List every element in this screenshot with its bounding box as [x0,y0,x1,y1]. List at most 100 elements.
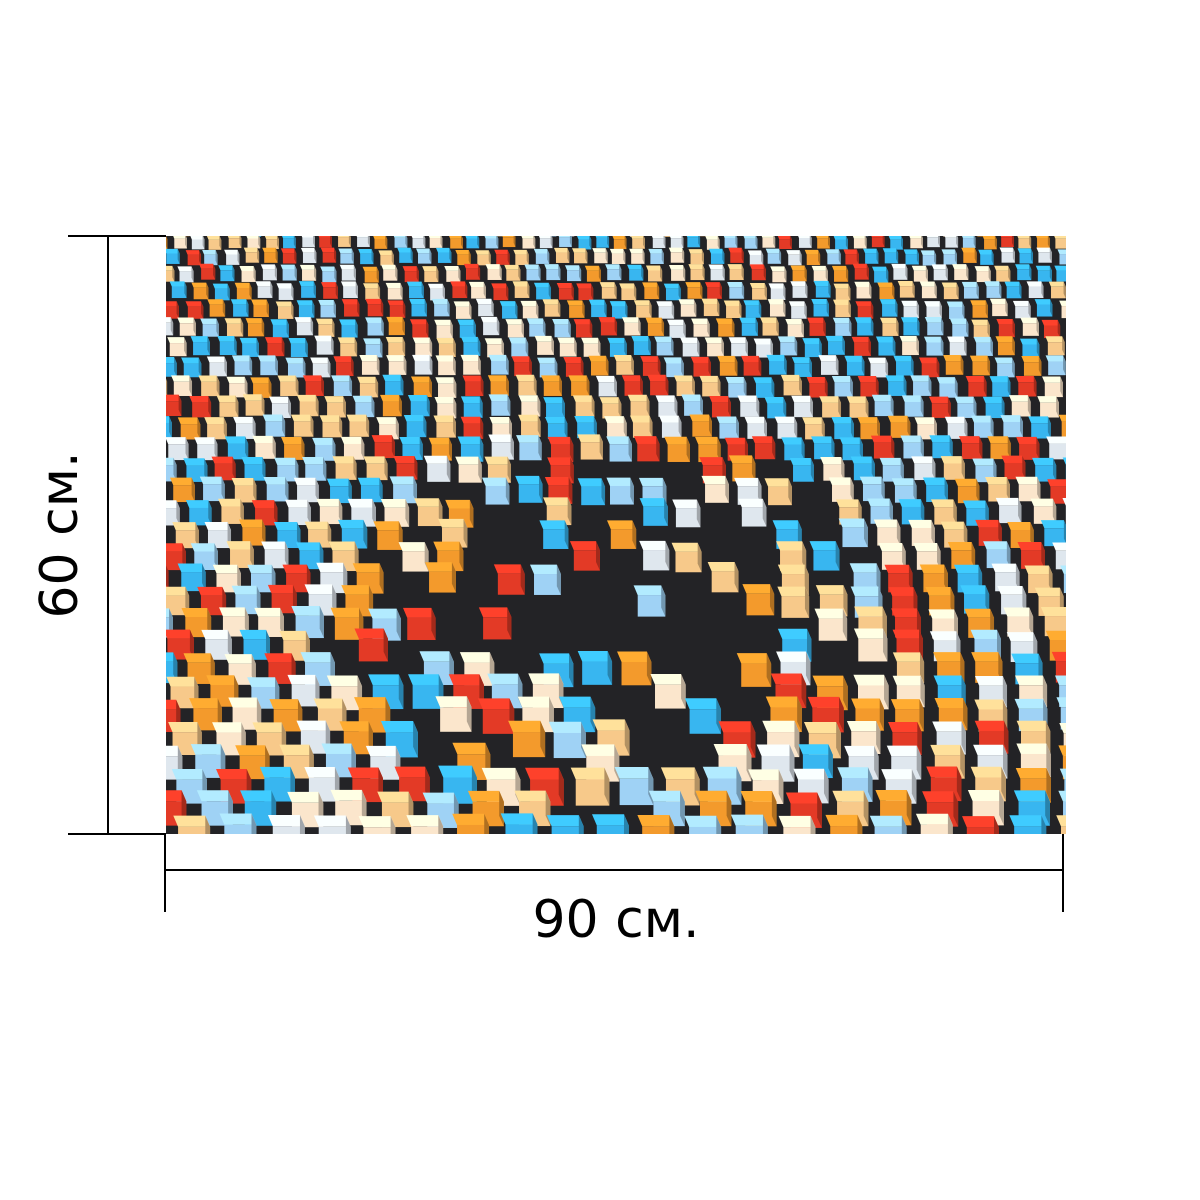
cube [211,456,236,481]
cube [525,767,564,806]
cube [402,266,419,283]
cube [231,355,253,376]
cube [1000,415,1023,438]
cube [319,415,343,438]
cube [452,813,490,834]
cube [1004,281,1022,299]
cube [947,336,967,356]
cube [482,477,510,505]
cube [524,264,541,281]
cube [553,247,570,263]
cube [173,236,187,249]
cube [704,337,724,357]
cube [1062,497,1066,524]
cube [770,266,787,283]
cube [386,355,407,375]
cube [368,608,401,641]
cube [914,417,937,440]
cube [877,282,895,300]
cube [412,354,433,375]
cube [743,300,762,318]
cube [1035,265,1052,282]
cube [207,299,226,317]
cube [880,317,899,336]
cube [926,236,940,248]
cube [924,301,942,319]
cube [557,337,577,357]
cube [654,336,674,356]
cube [563,356,584,377]
height-dimension-bottom-tick [68,833,166,835]
cube [296,300,315,318]
cube [435,355,456,376]
cube [1030,498,1057,524]
cube [642,282,660,300]
cube [1021,356,1042,376]
cube [875,336,896,356]
cube [505,319,524,338]
cube [790,265,807,282]
cube [480,316,500,336]
cube [960,585,990,614]
cube [358,816,396,834]
cube [609,248,626,265]
cube [765,248,782,264]
cube [736,653,772,687]
cube [257,355,278,376]
cube [893,355,914,376]
cube [791,395,813,418]
cube [320,282,338,299]
cube [455,249,471,266]
cube [846,396,869,418]
cube [780,374,802,396]
cube [363,283,381,300]
height-dimension-line [107,236,109,834]
cube [488,354,509,375]
cube [166,500,180,526]
cube [406,281,424,299]
cube [723,300,742,318]
cube [537,357,558,378]
cube [538,236,553,249]
cube [777,336,798,356]
cube [971,415,994,438]
cube [708,248,725,264]
cube [838,518,868,548]
cube [789,458,814,482]
cube [1059,300,1066,319]
height-dimension-top-tick [68,235,166,237]
cube [219,813,257,834]
cube [852,236,867,249]
cube [1056,697,1066,730]
cube [204,417,227,440]
cube [363,338,383,358]
cube [1000,236,1014,248]
cube [449,236,463,249]
cube [408,674,444,709]
cube [347,498,376,527]
cube [621,375,643,396]
cube [751,436,776,460]
cube [961,247,977,263]
cube [572,395,595,417]
cube [185,301,204,319]
cube [541,375,562,396]
cube [900,435,924,459]
cube [238,519,266,546]
cube [572,248,588,264]
cube [556,283,574,300]
cube [276,283,294,300]
cube [761,236,776,248]
cube [358,249,374,265]
cube [1060,565,1066,594]
cube [753,377,775,398]
cube [599,282,617,299]
cube [515,374,537,396]
cube [301,236,316,248]
cube [924,317,944,336]
cube [191,282,209,300]
cube [832,299,851,318]
cube [936,377,958,398]
cube [518,395,541,417]
cube [897,280,915,298]
